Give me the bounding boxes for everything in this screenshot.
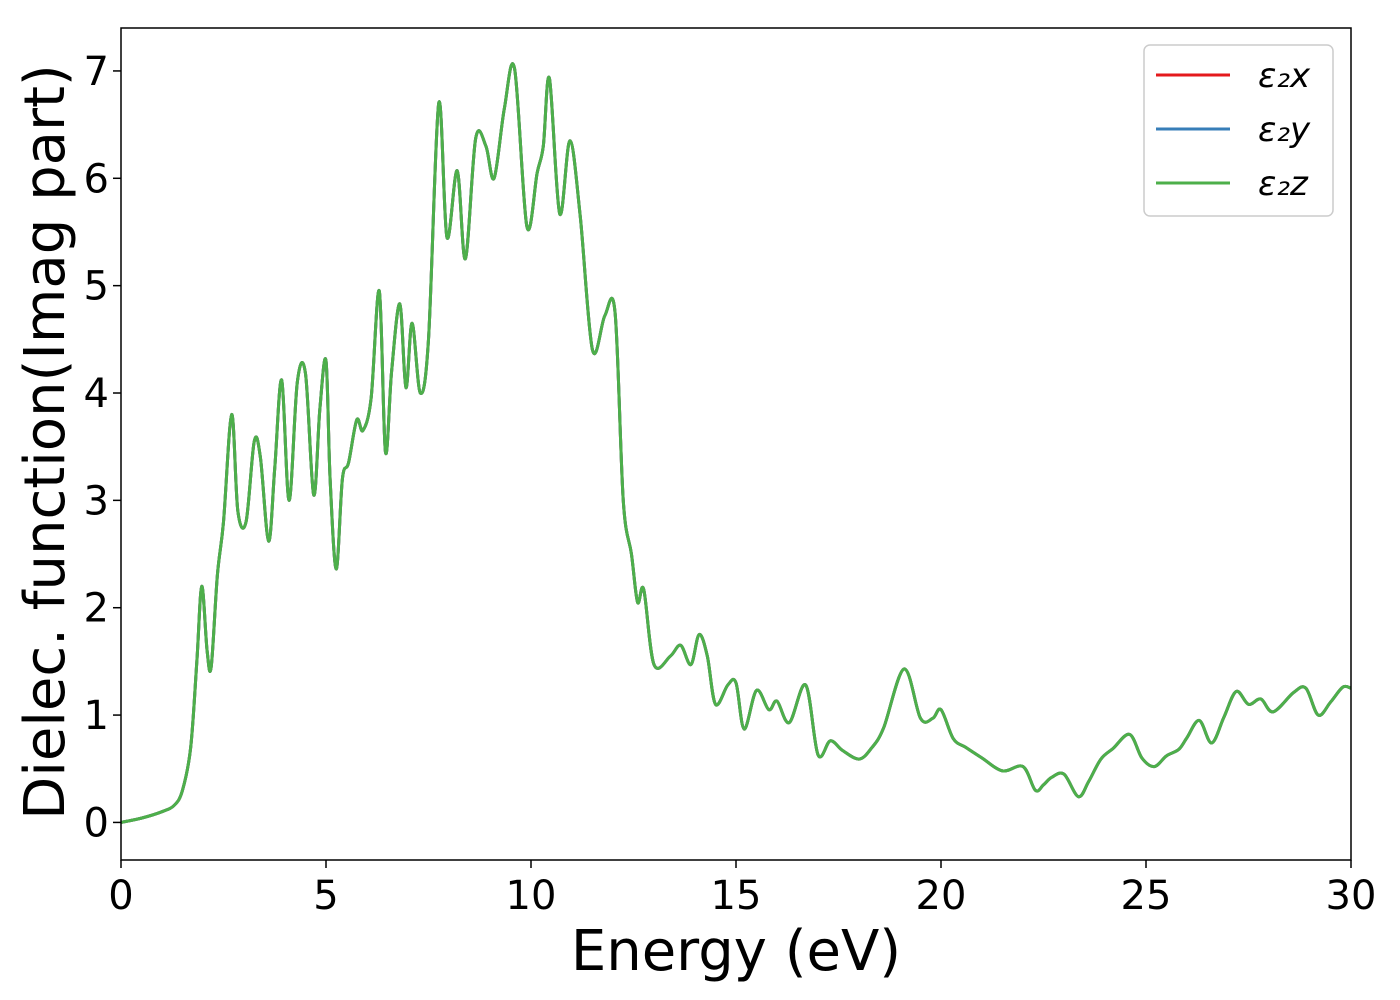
x-axis-ticks: 0 5 10 15 20 25 30	[108, 860, 1376, 919]
y-tick-label: 7	[84, 49, 109, 95]
y-tick-label: 3	[84, 478, 109, 524]
x-tick-label: 20	[916, 873, 967, 919]
x-tick-label: 0	[108, 873, 133, 919]
y-tick-label: 1	[84, 693, 109, 739]
x-tick-label: 25	[1121, 873, 1172, 919]
legend-label-1: ε₂x	[1258, 56, 1311, 96]
y-tick-label: 2	[84, 586, 109, 632]
legend-label-3: ε₂z	[1258, 164, 1309, 204]
legend-box	[1143, 44, 1334, 217]
legend-label-2: ε₂y	[1258, 110, 1311, 150]
y-tick-label: 0	[84, 800, 109, 846]
x-axis-title: Energy (eV)	[571, 919, 901, 984]
y-axis-ticks: 0 1 2 3 4 5 6 7	[84, 49, 121, 846]
y-tick-label: 5	[84, 264, 109, 310]
series-layer	[120, 62, 1352, 824]
series-line-3	[120, 62, 1352, 824]
x-tick-label: 15	[711, 873, 762, 919]
legend: ε₂x ε₂y ε₂z	[1143, 44, 1334, 217]
y-tick-label: 4	[84, 371, 109, 417]
x-tick-label: 5	[313, 873, 338, 919]
x-tick-label: 30	[1326, 873, 1377, 919]
y-axis-title: Dielec. function(Imag part)	[13, 64, 78, 820]
x-tick-label: 10	[506, 873, 557, 919]
y-tick-label: 6	[84, 156, 109, 202]
